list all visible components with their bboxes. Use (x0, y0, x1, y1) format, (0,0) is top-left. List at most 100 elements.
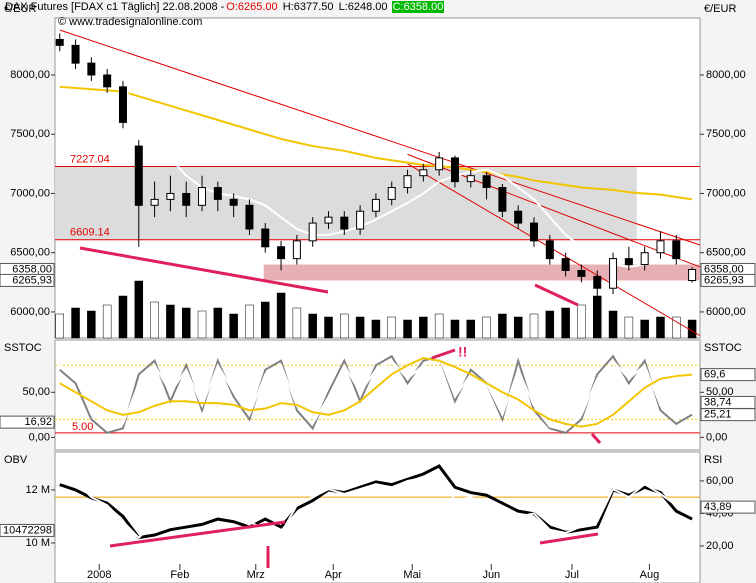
volume-bar (292, 307, 302, 339)
zone (263, 264, 700, 281)
annotation-text: !! (458, 344, 467, 360)
volume-bar (672, 316, 681, 339)
value-marker-label: 38,74 (704, 396, 732, 408)
x-tick-label: Aug (640, 569, 660, 581)
panel-title: OBV (4, 454, 28, 466)
candle-body (688, 269, 697, 282)
volume-bar (624, 316, 634, 339)
candle-body (609, 258, 618, 289)
y-tick-label: 7500,00 (706, 128, 746, 140)
candle-body (182, 192, 191, 206)
annotation-line (109, 520, 286, 548)
value-marker (0, 273, 55, 287)
volume-bar (324, 316, 333, 339)
panel-title: SSTOC (704, 342, 742, 354)
unit-right: €/EUR (704, 3, 737, 15)
header-low: L:6248.00 (338, 1, 388, 13)
y-tick-label: 8000,00 (706, 69, 746, 81)
candle-body (419, 169, 428, 177)
candle-body (356, 210, 365, 230)
candle-body (498, 187, 507, 212)
series-line (59, 356, 693, 428)
volume-bar (419, 316, 428, 339)
header-title: DAX Futures [FDAX c1 Täglich] 22.08.2008… (5, 1, 225, 13)
candle-body (371, 198, 380, 212)
y-tick-label: 50,00 (22, 386, 50, 398)
level-label: 6609.14 (70, 227, 110, 239)
y-tick-label: 0,00 (706, 431, 727, 443)
candle-body (593, 275, 602, 289)
y-tick-label: 20,00 (706, 540, 734, 552)
candle-body (55, 38, 64, 46)
series-line (59, 354, 693, 432)
annotation-arrow (534, 283, 579, 307)
series-line (59, 50, 693, 268)
candle-body (229, 198, 238, 206)
y-tick-label: 7000,00 (706, 187, 746, 199)
volume-bar (71, 307, 80, 339)
y-tick-label: 6000,00 (706, 306, 746, 318)
candle-body (561, 258, 570, 271)
x-tick-label: Feb (170, 569, 189, 581)
y-tick-label: 6500,00 (10, 247, 50, 259)
volume-bar (656, 316, 665, 339)
candle-body (277, 246, 286, 260)
volume-bar (87, 310, 96, 339)
candle-body (324, 216, 333, 224)
candle-body (656, 240, 665, 254)
value-marker (700, 408, 756, 422)
candle-body (150, 198, 159, 206)
value-marker-label: 43,89 (704, 501, 732, 513)
y-tick-label: 0,00 (29, 431, 50, 443)
volume-bar (513, 316, 523, 339)
header-close: C:6358.00 (391, 1, 445, 13)
level-label: 7227.04 (70, 153, 110, 165)
volume-bar (561, 307, 570, 339)
candle-body (466, 175, 475, 183)
value-marker (700, 500, 756, 514)
x-tick-label: Jul (565, 569, 579, 581)
volume-bar (166, 304, 175, 339)
candle-body (640, 252, 649, 266)
candle-body (530, 222, 539, 242)
series-line (59, 471, 693, 540)
value-marker-label: 25,21 (704, 409, 732, 421)
annotation-arrow (590, 433, 602, 444)
candle-body (545, 240, 554, 260)
volume-bar (640, 319, 649, 339)
volume-bar (245, 304, 254, 339)
candle-body (292, 240, 301, 260)
candle-body (403, 175, 412, 189)
volume-bar (340, 313, 349, 339)
volume-bar (308, 313, 317, 339)
volume-bar (118, 295, 128, 339)
panel-title: RSI (704, 454, 722, 466)
volume-bar (529, 313, 539, 339)
y-tick-label: 60,00 (706, 475, 734, 487)
candle-body (672, 240, 681, 260)
annotations: !! (79, 246, 602, 568)
candle-body (245, 204, 254, 230)
candle-body (134, 145, 143, 206)
annotation-arrow (431, 348, 456, 360)
volume-bar (450, 319, 460, 339)
panel-title: SSTOC (4, 342, 42, 354)
candle-body (118, 86, 127, 123)
x-tick-label: Jun (482, 569, 500, 581)
header: DAX Futures [FDAX c1 Täglich] 22.08.2008… (4, 1, 445, 13)
value-marker-label: 10472298 (3, 524, 52, 536)
volume-bar (434, 313, 444, 339)
volume-bar (134, 280, 144, 339)
volume-bar (229, 313, 238, 339)
value-marker-label: 69,6 (704, 369, 725, 381)
volume-bar (403, 319, 412, 339)
volume-bar (577, 304, 586, 339)
x-tick-label: 2008 (87, 569, 111, 581)
y-tick-label: 7500,00 (10, 128, 50, 140)
series-line (59, 85, 693, 201)
candle-body (514, 210, 523, 224)
candle-body (482, 175, 491, 189)
stoch-panel (54, 339, 701, 451)
candle-body (198, 187, 207, 206)
volume-bar (150, 301, 159, 339)
